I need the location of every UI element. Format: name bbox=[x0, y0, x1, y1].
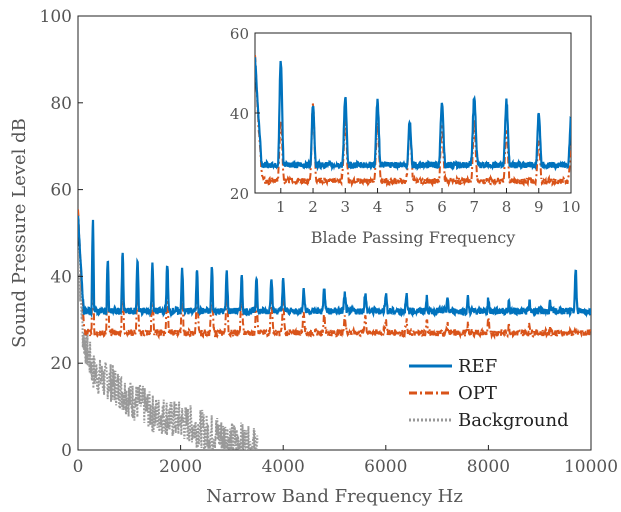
main-y-axis-label: Sound Pressure Level dB bbox=[9, 118, 30, 348]
main-y-tick-label: 0 bbox=[61, 441, 72, 461]
main-x-tick-label: 2000 bbox=[159, 457, 202, 477]
main-x-tick-label: 6000 bbox=[364, 457, 407, 477]
legend-label-background: Background bbox=[458, 410, 569, 431]
main-y-tick-label: 80 bbox=[50, 94, 72, 114]
inset-x-tick-label: 3 bbox=[341, 198, 351, 216]
main-y-tick-label: 100 bbox=[40, 7, 72, 27]
main-x-tick-label: 10000 bbox=[564, 457, 618, 477]
inset-x-tick-label: 6 bbox=[437, 198, 447, 216]
inset-y-tick-label: 20 bbox=[230, 185, 249, 203]
inset-x-tick-label: 9 bbox=[534, 198, 544, 216]
main-y-tick-label: 60 bbox=[50, 181, 72, 201]
main-x-axis-label: Narrow Band Frequency Hz bbox=[206, 486, 463, 507]
inset-x-tick-label: 1 bbox=[276, 198, 286, 216]
main-y-ticks: 0 20 40 60 80 100 bbox=[40, 7, 83, 461]
inset-y-tick-label: 40 bbox=[230, 105, 249, 123]
main-y-tick-label: 20 bbox=[50, 354, 72, 374]
inset-x-tick-label: 5 bbox=[405, 198, 415, 216]
inset-x-tick-label: 10 bbox=[561, 198, 580, 216]
legend-label-opt: OPT bbox=[458, 383, 497, 404]
main-x-tick-label: 8000 bbox=[467, 457, 510, 477]
inset-x-tick-label: 7 bbox=[469, 198, 479, 216]
inset-x-tick-label: 4 bbox=[373, 198, 383, 216]
inset-x-tick-label: 8 bbox=[502, 198, 512, 216]
inset-x-axis-label: Blade Passing Frequency bbox=[311, 228, 516, 247]
main-x-tick-label: 4000 bbox=[262, 457, 305, 477]
inset-y-tick-label: 60 bbox=[230, 25, 249, 43]
main-y-tick-label: 40 bbox=[50, 267, 72, 287]
main-x-tick-label: 0 bbox=[73, 457, 84, 477]
legend-label-ref: REF bbox=[458, 356, 497, 377]
inset-x-tick-label: 2 bbox=[308, 198, 318, 216]
